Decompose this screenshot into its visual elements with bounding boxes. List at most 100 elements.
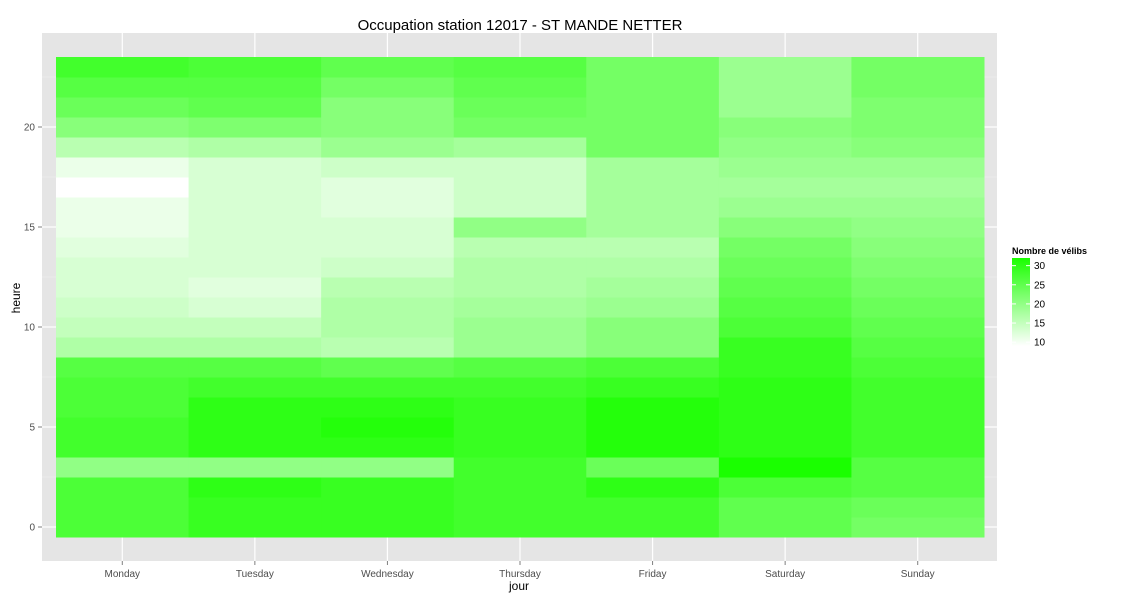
heatmap-cell [56, 177, 190, 198]
heatmap-cell [586, 337, 720, 358]
heatmap-cell [718, 177, 852, 198]
heatmap-cell [453, 377, 587, 398]
heatmap-cell [453, 417, 587, 438]
heatmap-cell [453, 457, 587, 478]
heatmap-cell [586, 157, 720, 178]
legend-colorbar [1012, 258, 1030, 346]
heatmap-cell [851, 97, 985, 118]
heatmap-cell [586, 497, 720, 518]
heatmap-cell [851, 497, 985, 518]
heatmap-cell [718, 97, 852, 118]
heatmap-cell [586, 357, 720, 378]
heatmap-cell [56, 137, 190, 158]
heatmap-cell [188, 237, 322, 258]
y-tick-label: 5 [29, 423, 35, 434]
legend-title: Nombre de vélibs [1012, 246, 1087, 256]
heatmap-cell [188, 217, 322, 238]
heatmap-cell [851, 477, 985, 498]
heatmap-cell [188, 337, 322, 358]
y-tick-label: 0 [29, 523, 35, 534]
heatmap-cell [718, 517, 852, 538]
heatmap-cell [321, 137, 455, 158]
x-axis: Monday Tuesday Wednesday Thursday Friday Satu… [104, 561, 935, 580]
heatmap-cell [321, 277, 455, 298]
heatmap-cell [321, 77, 455, 98]
heatmap-cell [718, 237, 852, 258]
heatmap-cell [188, 157, 322, 178]
heatmap-cell [453, 477, 587, 498]
legend: Nombre de vélibs 30 25 20 15 10 [1012, 246, 1087, 349]
heatmap-cell [321, 337, 455, 358]
heatmap-cell [56, 297, 190, 318]
heatmap-cell [851, 317, 985, 338]
heatmap-cell [718, 337, 852, 358]
heatmap-cell [56, 337, 190, 358]
heatmap-cell [718, 117, 852, 138]
heatmap-cell [586, 457, 720, 478]
heatmap-cell [188, 457, 322, 478]
heatmap-cell [188, 177, 322, 198]
heatmap-cell [321, 217, 455, 238]
heatmap-cell [321, 377, 455, 398]
heatmap-cell [453, 517, 587, 538]
heatmap-cell [586, 57, 720, 78]
heatmap-cell [321, 397, 455, 418]
heatmap-cell [56, 157, 190, 178]
heatmap-cell [453, 497, 587, 518]
heatmap-cell [851, 137, 985, 158]
heatmap-cell [56, 257, 190, 278]
heatmap-cell [586, 517, 720, 538]
heatmap-cell [188, 397, 322, 418]
heatmap-cell [453, 197, 587, 218]
heatmap-cell [188, 77, 322, 98]
heatmap-cell [188, 197, 322, 218]
heatmap-cell [188, 377, 322, 398]
x-tick-label: Tuesday [236, 569, 274, 580]
heatmap-cell [321, 157, 455, 178]
heatmap-cell [851, 157, 985, 178]
heatmap-cell [718, 77, 852, 98]
heatmap-cell [851, 457, 985, 478]
heatmap-cell [56, 117, 190, 138]
heatmap-cell [188, 417, 322, 438]
heatmap-cell [56, 477, 190, 498]
heatmap-cell [586, 197, 720, 218]
heatmap-cell [586, 377, 720, 398]
heatmap-cell [586, 257, 720, 278]
heatmap-cell [188, 477, 322, 498]
legend-tick-label: 15 [1034, 319, 1046, 330]
heatmap-cell [718, 397, 852, 418]
heatmap-cell [321, 317, 455, 338]
heatmap-cell [851, 237, 985, 258]
heatmap-cell [188, 317, 322, 338]
heatmap-cell [586, 397, 720, 418]
heatmap-cell [586, 477, 720, 498]
heatmap-cell [188, 357, 322, 378]
heatmap-cell [321, 437, 455, 458]
heatmap-cell [718, 297, 852, 318]
heatmap-cell [321, 177, 455, 198]
heatmap-cell [321, 497, 455, 518]
heatmap-cell [851, 297, 985, 318]
heatmap-cell [453, 157, 587, 178]
y-axis: 0 5 10 15 20 [24, 123, 42, 534]
heatmap-cell [851, 337, 985, 358]
heatmap-cell [321, 237, 455, 258]
heatmap-cell [56, 217, 190, 238]
y-tick-label: 10 [24, 323, 36, 334]
x-tick-label: Saturday [765, 569, 805, 580]
y-axis-title: heure [9, 282, 23, 313]
y-tick-label: 15 [24, 223, 36, 234]
heatmap-cell [188, 297, 322, 318]
heatmap-cell [718, 257, 852, 278]
heatmap-cell [188, 497, 322, 518]
legend-tick-label: 20 [1034, 299, 1046, 310]
heatmap-cell [56, 397, 190, 418]
heatmap-cell [453, 137, 587, 158]
heatmap-cell [718, 157, 852, 178]
heatmap-cell [718, 417, 852, 438]
x-tick-label: Thursday [499, 569, 541, 580]
heatmap-cell [851, 417, 985, 438]
heatmap-cell [453, 317, 587, 338]
heatmap-cell [56, 57, 190, 78]
